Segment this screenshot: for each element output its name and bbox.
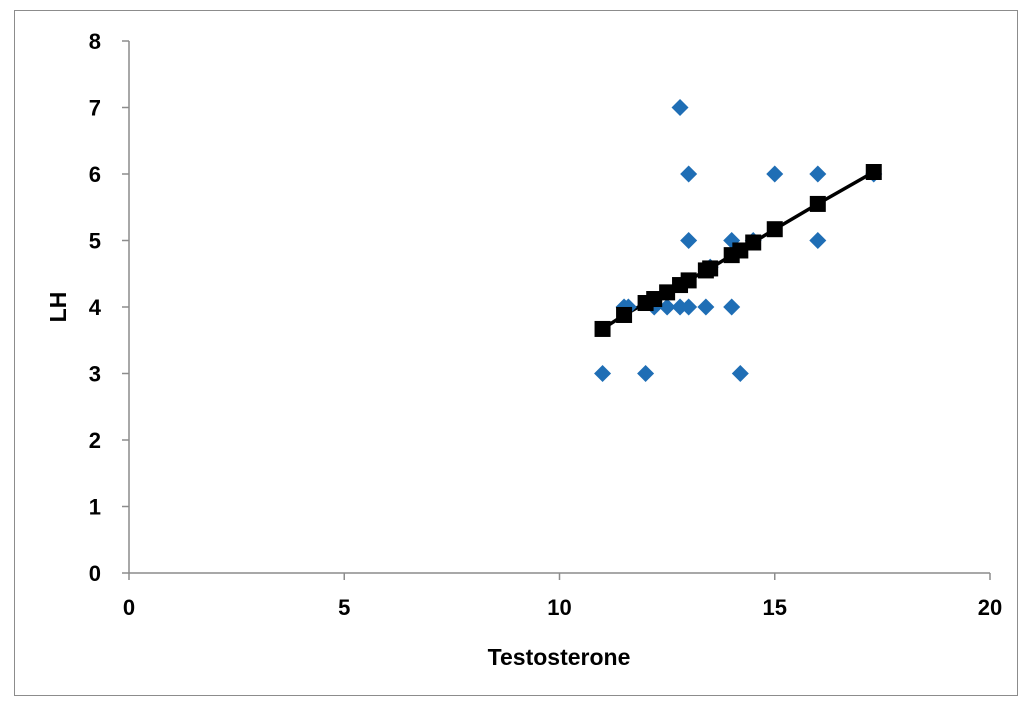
fitted-point xyxy=(680,272,697,289)
fitted-points-layer xyxy=(594,164,882,337)
y-tick-label: 8 xyxy=(89,29,101,54)
x-tick-label: 5 xyxy=(338,595,350,620)
y-tick-label: 5 xyxy=(89,229,101,254)
y-ticks: 0 1 2 3 4 5 6 7 8 xyxy=(89,29,129,586)
axes: 0 5 10 15 20 0 1 2 3 4 5 6 7 8 xyxy=(89,29,1002,620)
fitted-point xyxy=(616,306,633,323)
observed-point xyxy=(680,232,698,249)
observed-point xyxy=(680,165,698,183)
y-tick-label: 0 xyxy=(89,561,101,586)
x-tick-label: 0 xyxy=(123,595,135,620)
observed-point xyxy=(697,298,715,316)
observed-points-layer xyxy=(594,99,883,382)
fitted-point xyxy=(594,320,611,337)
y-tick-label: 3 xyxy=(89,362,101,387)
y-tick-label: 6 xyxy=(89,162,101,187)
y-tick-label: 7 xyxy=(89,96,101,121)
fitted-point xyxy=(732,242,749,259)
y-tick-label: 1 xyxy=(89,495,101,520)
x-axis-title: Testosterone xyxy=(488,644,631,670)
fitted-point xyxy=(766,221,783,238)
x-tick-label: 20 xyxy=(978,595,1002,620)
fitted-point xyxy=(865,164,882,181)
fitted-point xyxy=(702,260,719,277)
observed-point xyxy=(809,165,827,183)
chart-frame: 0 5 10 15 20 0 1 2 3 4 5 6 7 8 Testosterone LH xyxy=(14,10,1018,696)
observed-point xyxy=(680,298,698,316)
observed-point xyxy=(809,232,827,249)
x-tick-label: 15 xyxy=(763,595,787,620)
observed-point xyxy=(731,365,749,382)
x-tick-label: 10 xyxy=(547,595,571,620)
y-axis-title: LH xyxy=(45,292,71,323)
scatter-chart: 0 5 10 15 20 0 1 2 3 4 5 6 7 8 Testosterone LH xyxy=(45,29,1002,670)
observed-point xyxy=(637,365,655,382)
observed-point xyxy=(594,365,612,382)
observed-point xyxy=(723,298,741,316)
fitted-point xyxy=(659,284,676,301)
observed-point xyxy=(671,99,689,116)
fitted-point xyxy=(745,234,762,251)
observed-point xyxy=(766,165,784,183)
x-ticks: 0 5 10 15 20 xyxy=(123,573,1002,620)
y-tick-label: 2 xyxy=(89,428,101,453)
y-tick-label: 4 xyxy=(89,295,102,320)
fitted-point xyxy=(646,291,663,308)
observed-point xyxy=(671,298,689,316)
observed-point xyxy=(658,298,676,316)
fitted-point xyxy=(809,195,826,212)
